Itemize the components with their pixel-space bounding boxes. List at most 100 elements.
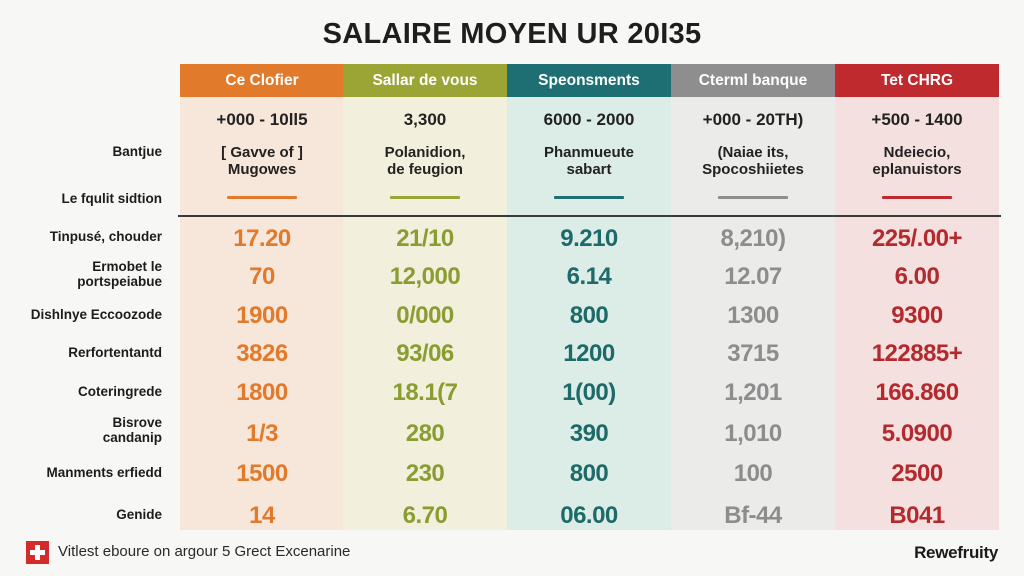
row-label-desc: Bantjue	[112, 144, 162, 159]
cell: 166.860	[875, 379, 959, 406]
row-label-2-line2: portspeiabue	[77, 274, 162, 289]
cell: 0/000	[396, 302, 454, 329]
row-label-7: Manments erfiedd	[46, 465, 162, 480]
column-desc-1-line1: [ Gavve of ]	[221, 144, 303, 161]
cell: 18.1(7	[392, 379, 458, 406]
cell: 6.70	[402, 502, 448, 529]
cell: 06.00	[560, 502, 618, 529]
accent-bar-2	[390, 196, 460, 199]
cell: 122885+	[871, 340, 963, 367]
column-range-4: +000 - 20TH)	[702, 110, 804, 129]
cell: 21/10	[396, 225, 454, 252]
column-desc-1: [ Gavve of ] Mugowes	[180, 144, 344, 178]
chart-title: SALAIRE MOYEN UR 20I35	[322, 18, 702, 50]
cell: 2500	[891, 460, 943, 487]
row-label-4: Rerfortentantd	[68, 345, 162, 360]
cell: Bf-44	[724, 502, 782, 529]
cell: 6.14	[566, 263, 612, 290]
header-divider	[178, 215, 1001, 217]
cell: 8,210)	[720, 225, 786, 252]
row-label-3: Dishlnye Eccoozode	[30, 307, 162, 322]
column-5: Tet CHRG +500 - 1400 Ndeiecio, eplanuist…	[835, 64, 999, 530]
accent-bar-4	[718, 196, 788, 199]
column-desc-3-line2: sabart	[566, 161, 612, 178]
column-2: Sallar de vous 3,300 Polanidion, de feug…	[343, 64, 507, 530]
column-range-1: +000 - 10ll5	[216, 110, 308, 129]
column-desc-2-line1: Polanidion,	[384, 144, 466, 161]
accent-bar-1	[227, 196, 297, 199]
cell: 9.210	[560, 225, 618, 252]
row-label-2: Ermobet le portspeiabue	[77, 259, 162, 289]
column-body-5: +500 - 1400 Ndeiecio, eplanuistors 225/.…	[835, 97, 999, 530]
accent-bar-5	[882, 196, 952, 199]
column-header-1: Ce Clofier	[180, 64, 344, 97]
cell: 1800	[236, 379, 288, 406]
row-label-6-line1: Bisrove	[112, 415, 162, 430]
cell: B041	[889, 502, 945, 529]
row-label-6-line2: candanip	[102, 430, 162, 445]
column-desc-4: (Naiae its, Spocoshiietes	[671, 144, 835, 178]
cell: 280	[405, 420, 445, 447]
column-desc-5: Ndeiecio, eplanuistors	[835, 144, 999, 178]
cell: 225/.00+	[871, 225, 963, 252]
cell: 230	[405, 460, 445, 487]
cell: 17.20	[233, 225, 291, 252]
cell: 3715	[727, 340, 779, 367]
cell: 1500	[236, 460, 288, 487]
cell: 5.0900	[881, 420, 953, 447]
column-range-3: 6000 - 2000	[543, 110, 635, 129]
row-label-8: Genide	[116, 507, 162, 522]
cell: 800	[569, 302, 609, 329]
column-body-2: 3,300 Polanidion, de feugion 21/10 12,00…	[343, 97, 507, 530]
column-desc-5-line2: eplanuistors	[872, 161, 962, 178]
column-body-4: +000 - 20TH) (Naiae its, Spocoshiietes 8…	[671, 97, 835, 530]
column-body-1: +000 - 10ll5 [ Gavve of ] Mugowes 17.20 …	[180, 97, 344, 530]
column-body-3: 6000 - 2000 Phanmueute sabart 9.210 6.14…	[507, 97, 671, 530]
cell: 1,010	[724, 420, 782, 447]
swiss-flag-icon	[26, 541, 49, 564]
cell: 9300	[891, 302, 943, 329]
row-label-1: Tinpusé, chouder	[49, 229, 162, 244]
column-desc-1-line2: Mugowes	[227, 161, 297, 178]
column-desc-3: Phanmueute sabart	[507, 144, 671, 178]
row-label-5: Coteringrede	[77, 384, 162, 399]
footer-source-text: Vitlest eboure on argour 5 Grect Excenar…	[58, 543, 351, 560]
column-desc-4-line2: Spocoshiietes	[702, 161, 804, 178]
column-desc-2-line2: de feugion	[387, 161, 463, 178]
column-header-4: Cterml banque	[671, 64, 835, 97]
cell: 12,000	[389, 263, 461, 290]
cell: 1(00)	[562, 379, 616, 406]
cell: 93/06	[396, 340, 454, 367]
column-4: Cterml banque +000 - 20TH) (Naiae its, S…	[671, 64, 835, 530]
column-header-2: Sallar de vous	[343, 64, 507, 97]
column-desc-5-line1: Ndeiecio,	[883, 144, 951, 161]
brand-logo-text: Rewefruity	[914, 543, 998, 562]
cell: 3826	[236, 340, 288, 367]
row-label-6: Bisrove candanip	[103, 415, 162, 445]
cell: 1/3	[246, 420, 278, 447]
column-desc-4-line1: (Naiae its,	[717, 144, 789, 161]
cell: 1300	[727, 302, 779, 329]
column-desc-2: Polanidion, de feugion	[343, 144, 507, 178]
column-header-3: Speonsments	[507, 64, 671, 97]
cell: 1,201	[724, 379, 782, 406]
column-3: Speonsments 6000 - 2000 Phanmueute sabar…	[507, 64, 671, 530]
cell: 390	[569, 420, 609, 447]
cell: 1900	[236, 302, 288, 329]
cell: 800	[569, 460, 609, 487]
row-label-accent: Le fqulit sidtion	[61, 191, 163, 206]
salary-table: Ce Clofier +000 - 10ll5 [ Gavve of ] Mug…	[180, 64, 999, 530]
column-desc-3-line1: Phanmueute	[543, 144, 634, 161]
cell: 70	[249, 263, 275, 290]
column-range-5: +500 - 1400	[871, 110, 963, 129]
row-label-2-line1: Ermobet le	[92, 259, 162, 274]
column-header-5: Tet CHRG	[835, 64, 999, 97]
column-range-2: 3,300	[403, 110, 447, 129]
cell: 1200	[563, 340, 615, 367]
accent-bar-3	[554, 196, 624, 199]
cell: 12.07	[724, 263, 782, 290]
cell: 6.00	[894, 263, 940, 290]
cell: 100	[733, 460, 773, 487]
column-1: Ce Clofier +000 - 10ll5 [ Gavve of ] Mug…	[180, 64, 344, 530]
cell: 14	[249, 502, 275, 529]
